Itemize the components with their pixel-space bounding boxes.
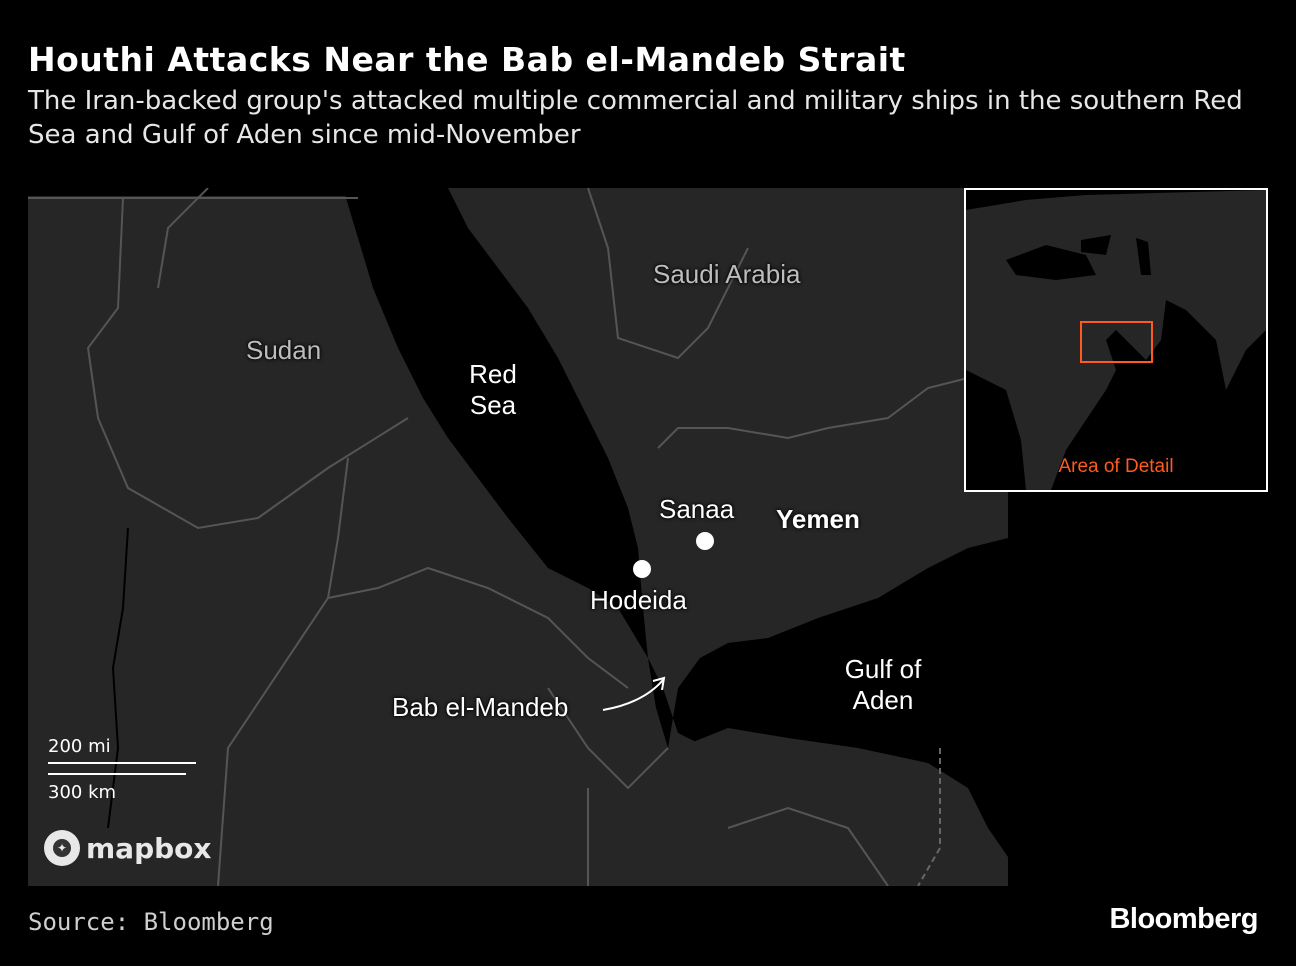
label-sanaa: Sanaa: [659, 494, 735, 524]
mapbox-attribution[interactable]: ✦ mapbox: [44, 830, 211, 866]
mapbox-wordmark: mapbox: [86, 831, 212, 865]
inset-locator-map: Area of Detail: [964, 188, 1268, 492]
label-hodeida: Hodeida: [590, 585, 687, 615]
label-red-sea-line2: Sea: [469, 390, 517, 420]
country-borders: [28, 188, 1008, 886]
scale-bar-miles: [48, 762, 196, 764]
label-bab-el-mandeb: Bab el-Mandeb: [392, 692, 569, 722]
inset-basemap: [966, 190, 1266, 490]
area-of-detail-box: [1080, 321, 1153, 363]
scale-bar-km: [48, 773, 186, 775]
label-red-sea: Red Sea: [458, 359, 528, 421]
chart-subtitle: The Iran-backed group's attacked multipl…: [28, 86, 1243, 150]
source-note: Source: Bloomberg: [28, 908, 274, 936]
map[interactable]: Saudi Arabia Sudan Yemen Red Sea Gulf of…: [28, 188, 1008, 886]
label-gulf-line1: Gulf of: [844, 654, 922, 684]
label-gulf-line2: Aden: [852, 685, 914, 715]
label-gulf-of-aden: Gulf of Aden: [828, 654, 938, 716]
inset-label: Area of Detail: [1058, 456, 1174, 477]
label-red-sea-line1: Red: [469, 359, 517, 389]
label-yemen: Yemen: [776, 504, 860, 534]
label-sudan: Sudan: [246, 335, 322, 365]
bloomberg-logo: Bloomberg: [1109, 903, 1258, 935]
chart-title: Houthi Attacks Near the Bab el-Mandeb St…: [28, 40, 906, 79]
label-saudi-arabia: Saudi Arabia: [653, 259, 801, 289]
city-marker-sanaa[interactable]: [696, 532, 714, 550]
red-sea-water: [343, 188, 1008, 886]
city-marker-hodeida[interactable]: [633, 560, 651, 578]
map-basemap: [28, 188, 1008, 886]
scale-km: 300 km: [48, 782, 117, 803]
strait-arrow: [602, 679, 664, 711]
mapbox-logo-icon: ✦: [44, 830, 80, 866]
scale-miles: 200 mi: [48, 736, 111, 757]
